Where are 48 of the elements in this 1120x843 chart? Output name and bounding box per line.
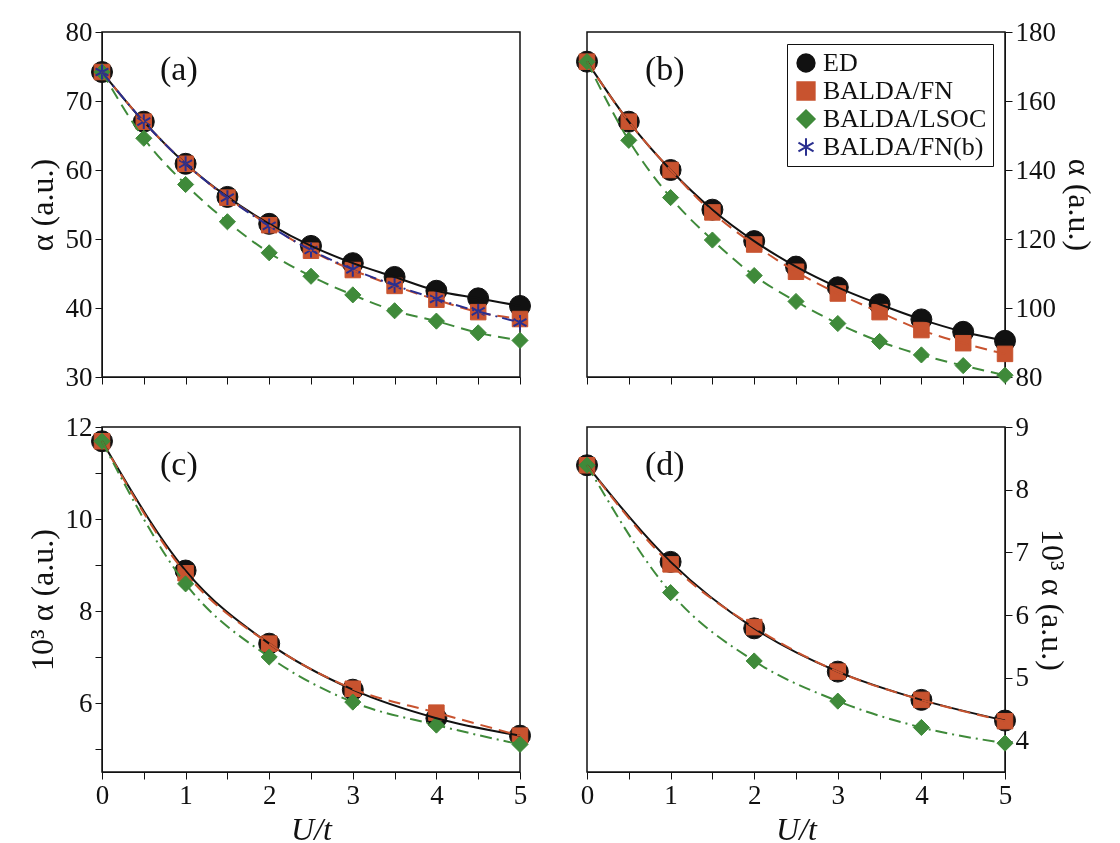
y-tick-label: 12 [65,411,93,442]
y-tick-label: 30 [65,361,93,392]
annotation: (d) [645,445,685,483]
y2-tick-label: 7 [1015,536,1029,567]
legend-label: BALDA/FN(b) [823,132,984,161]
x-tick-label: 5 [513,779,528,810]
x-tick-label: 3 [346,779,361,810]
x-tick-label: 4 [915,779,930,810]
x-tick-label: 4 [430,779,445,810]
x-axis-title: U/t [776,810,819,843]
y-tick-label: 70 [65,85,93,116]
x-tick-label: 3 [831,779,846,810]
x-tick-label: 2 [747,779,762,810]
y2-tick-label: 80 [1015,361,1043,392]
y2-tick-label: 5 [1015,662,1029,693]
x-tick-label: 5 [998,779,1013,810]
y-tick-label: 50 [65,223,93,254]
y2-tick-label: 120 [1015,223,1056,254]
y2-tick-label: 140 [1015,154,1056,185]
y-tick-label: 40 [65,292,93,323]
annotation: (c) [160,445,198,483]
y-tick-label: 80 [65,16,93,47]
x-tick-label: 1 [179,779,193,810]
legend-label: ED [823,48,858,77]
y2-tick-label: 160 [1015,85,1056,116]
y2-tick-label: 9 [1015,411,1029,442]
x-tick-label: 0 [580,779,595,810]
y-tick-label: 8 [79,595,93,626]
y2-tick-label: 6 [1015,599,1029,630]
legend-label: BALDA/FN [823,76,954,105]
y2-tick-label: 100 [1015,292,1056,323]
y2-axis-title: 10³ α (a.u.) [1035,529,1071,671]
x-tick-label: 2 [262,779,277,810]
y2-axis-title: α (a.u.) [1062,158,1098,252]
y-tick-label: 10 [65,503,93,534]
x-axis-title: U/t [291,810,334,843]
x-tick-label: 0 [95,779,110,810]
legend-label: BALDA/LSOC [823,104,987,133]
x-tick-label: 1 [664,779,678,810]
y-axis-title: α (a.u.) [23,158,60,252]
y-axis-title: 10³ α (a.u.) [23,529,60,671]
annotation: (b) [645,50,685,88]
y-tick-label: 6 [79,687,93,718]
y-tick-label: 60 [65,154,93,185]
y2-tick-label: 180 [1015,16,1056,47]
annotation: (a) [160,50,198,88]
y2-tick-label: 8 [1015,474,1029,505]
y2-tick-label: 4 [1015,725,1030,756]
